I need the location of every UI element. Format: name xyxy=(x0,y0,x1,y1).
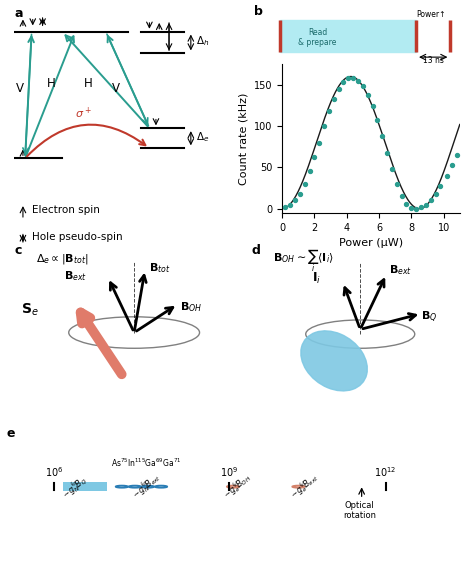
Text: $10^6$: $10^6$ xyxy=(45,465,64,479)
Point xyxy=(345,73,352,83)
Point xyxy=(301,179,309,188)
Text: Read
& prepare: Read & prepare xyxy=(299,27,337,47)
Text: H: H xyxy=(84,76,93,90)
Text: $\mathbf{B}_{ext}$: $\mathbf{B}_{ext}$ xyxy=(64,269,88,283)
Point xyxy=(296,189,303,198)
Point xyxy=(383,148,391,157)
Text: $10^{12}$: $10^{12}$ xyxy=(374,465,397,479)
Point xyxy=(398,192,405,201)
Point xyxy=(354,76,362,85)
Point xyxy=(359,82,366,91)
Text: Electron spin: Electron spin xyxy=(32,205,100,215)
Point xyxy=(369,101,376,111)
Point xyxy=(282,202,289,212)
Text: $\Delta_e \propto |\mathbf{B}_{tot}|$: $\Delta_e \propto |\mathbf{B}_{tot}|$ xyxy=(36,252,89,266)
Point xyxy=(378,131,386,141)
Point xyxy=(286,200,294,209)
Point xyxy=(291,196,299,205)
Text: 13 ns: 13 ns xyxy=(423,56,444,65)
Text: a: a xyxy=(14,6,23,20)
Text: $\mathbf{I}_i$: $\mathbf{I}_i$ xyxy=(312,271,321,286)
Text: $10^9$: $10^9$ xyxy=(219,465,238,479)
Point xyxy=(443,171,451,180)
Text: H: H xyxy=(47,76,55,90)
Text: $\mathbf{B}_Q$: $\mathbf{B}_Q$ xyxy=(421,310,438,325)
Point xyxy=(417,202,425,212)
Text: $\sigma^+$: $\sigma^+$ xyxy=(75,106,92,121)
Point xyxy=(453,150,460,160)
Point xyxy=(340,78,347,87)
Text: $\mathbf{B}_{ext}$: $\mathbf{B}_{ext}$ xyxy=(389,263,412,276)
Point xyxy=(349,73,357,83)
Point xyxy=(422,200,429,209)
Text: $\sim\!g_e^{I_B}\!B_{OH}$: $\sim\!g_e^{I_B}\!B_{OH}$ xyxy=(220,470,255,503)
Text: d: d xyxy=(251,244,260,257)
Y-axis label: Count rate (kHz): Count rate (kHz) xyxy=(238,92,248,185)
Text: As$^{75}$In$^{115}$Ga$^{69}$Ga$^{71}$: As$^{75}$In$^{115}$Ga$^{69}$Ga$^{71}$ xyxy=(111,456,182,469)
Point xyxy=(320,121,328,131)
Text: $\mathbf{B}_{OH}$: $\mathbf{B}_{OH}$ xyxy=(180,300,202,314)
X-axis label: Power (μW): Power (μW) xyxy=(339,238,403,248)
Text: $\Delta_e$: $\Delta_e$ xyxy=(196,130,210,144)
Text: $\mathbf{S}_e$: $\mathbf{S}_e$ xyxy=(21,301,38,318)
Text: e: e xyxy=(6,427,15,440)
Point xyxy=(432,189,439,198)
Point xyxy=(408,203,415,213)
Text: $\Delta_h$: $\Delta_h$ xyxy=(196,34,210,48)
Text: $\sim\!g_N^{I_N}\!B_{ext}$: $\sim\!g_N^{I_N}\!B_{ext}$ xyxy=(128,468,164,503)
Point xyxy=(330,94,337,104)
Point xyxy=(335,84,342,93)
Point xyxy=(427,196,435,205)
Point xyxy=(374,115,381,125)
Text: Hole pseudo-spin: Hole pseudo-spin xyxy=(32,232,122,242)
Text: c: c xyxy=(14,244,22,257)
Point xyxy=(412,204,420,213)
Text: b: b xyxy=(254,5,263,17)
Text: $\mathbf{B}_{OH} \sim \sum_i \langle \mathbf{I}_i \rangle$: $\mathbf{B}_{OH} \sim \sum_i \langle \ma… xyxy=(273,248,334,275)
Point xyxy=(388,164,396,174)
Bar xyxy=(63,482,107,491)
Text: V: V xyxy=(112,82,120,94)
Point xyxy=(310,153,318,162)
Text: $\sim\!g_N^{I_N}\!B_Q$: $\sim\!g_N^{I_N}\!B_Q$ xyxy=(58,472,91,503)
Point xyxy=(393,179,401,188)
Text: V: V xyxy=(17,82,24,94)
Point xyxy=(325,107,333,116)
Point xyxy=(306,167,313,176)
Text: $\sim\!g_e^{I_B}\!B_{ext}$: $\sim\!g_e^{I_B}\!B_{ext}$ xyxy=(286,469,322,503)
Text: $\mathbf{B}_{tot}$: $\mathbf{B}_{tot}$ xyxy=(149,261,171,275)
Text: Power↑: Power↑ xyxy=(417,10,446,19)
Text: Optical
rotation: Optical rotation xyxy=(343,501,376,520)
Point xyxy=(437,181,444,190)
Point xyxy=(448,160,456,170)
Point xyxy=(315,138,323,147)
Ellipse shape xyxy=(301,331,367,391)
Bar xyxy=(280,20,416,52)
Point xyxy=(364,90,372,99)
Point xyxy=(402,199,410,208)
